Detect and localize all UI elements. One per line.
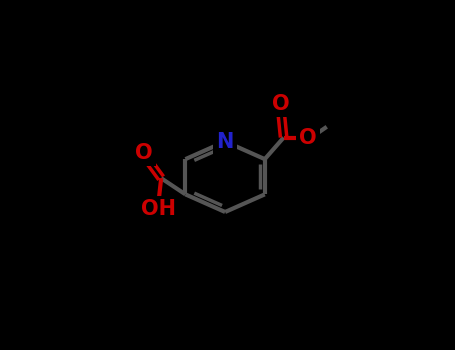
Text: OH: OH	[141, 199, 176, 219]
Text: O: O	[135, 142, 152, 163]
Text: O: O	[272, 94, 290, 114]
Text: N: N	[217, 132, 234, 152]
Text: O: O	[299, 127, 317, 148]
